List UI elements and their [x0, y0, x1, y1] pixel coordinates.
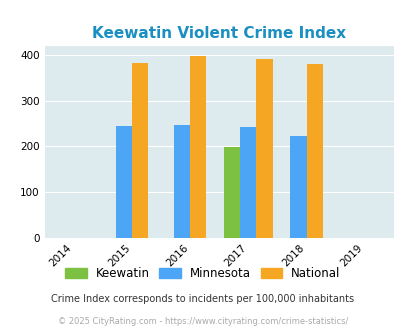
Bar — [256, 59, 272, 238]
Bar — [223, 148, 240, 238]
Text: © 2025 CityRating.com - https://www.cityrating.com/crime-statistics/: © 2025 CityRating.com - https://www.city… — [58, 317, 347, 326]
Bar — [240, 127, 256, 238]
Bar — [115, 126, 132, 238]
Bar — [132, 63, 148, 238]
Bar — [290, 136, 306, 238]
Bar — [173, 125, 190, 238]
Title: Keewatin Violent Crime Index: Keewatin Violent Crime Index — [92, 26, 345, 41]
Text: Crime Index corresponds to incidents per 100,000 inhabitants: Crime Index corresponds to incidents per… — [51, 294, 354, 304]
Legend: Keewatin, Minnesota, National: Keewatin, Minnesota, National — [62, 263, 343, 283]
Bar — [306, 64, 322, 238]
Bar — [190, 56, 206, 238]
